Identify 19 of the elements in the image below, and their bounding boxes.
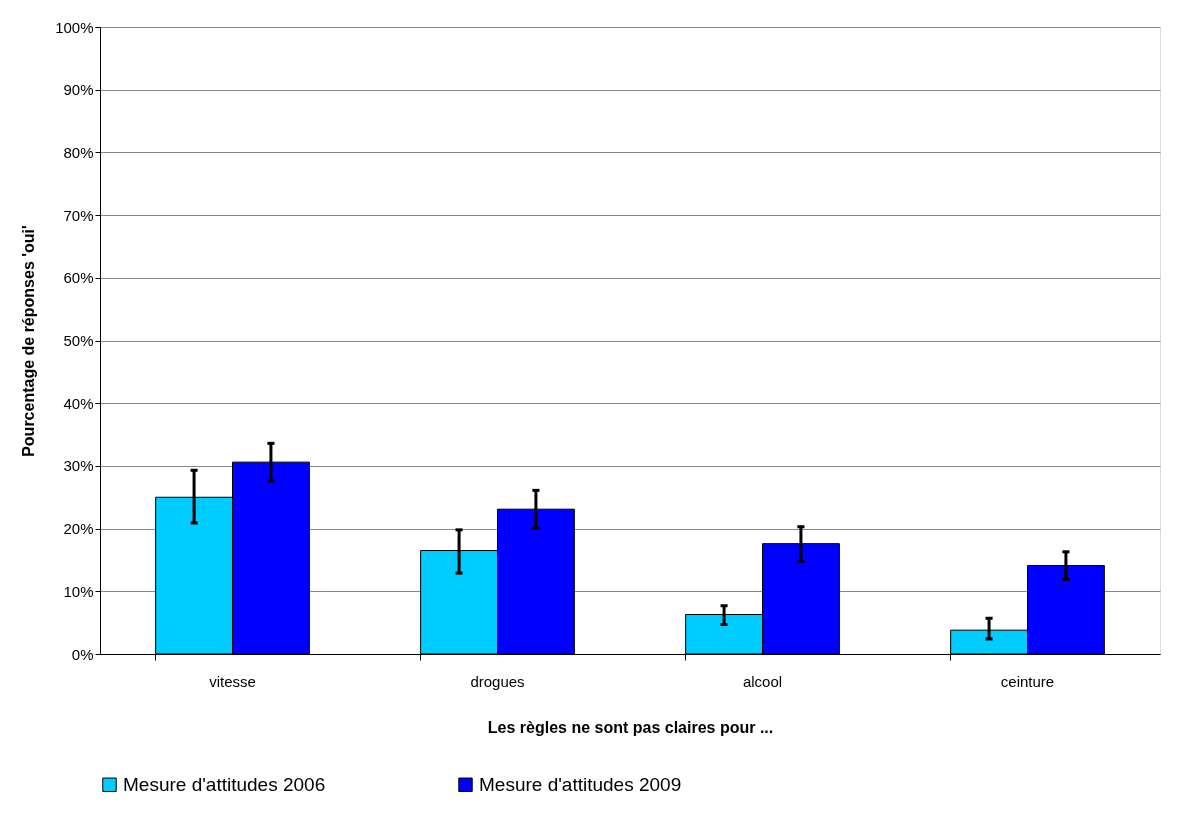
x-tick-label: vitesse [209, 672, 256, 690]
y-axis-title: Pourcentage de réponses 'oui' [20, 225, 38, 457]
legend-label: Mesure d'attitudes 2009 [479, 773, 682, 795]
y-tick-label: 90% [63, 81, 94, 99]
y-tick-label: 20% [63, 520, 94, 538]
y-tick-label: 70% [63, 206, 94, 224]
y-tick-label: 80% [63, 143, 94, 161]
y-tick-label: 60% [63, 269, 94, 287]
y-tick-label: 0% [71, 645, 94, 663]
x-tick-label: drogues [470, 672, 525, 690]
y-tick-label: 100% [55, 18, 94, 36]
x-tick-label: ceinture [1000, 672, 1055, 690]
legend-label: Mesure d'attitudes 2006 [123, 773, 326, 795]
y-tick-label: 10% [63, 582, 94, 600]
x-axis-title: Les règles ne sont pas claires pour ... [487, 718, 774, 736]
y-tick-label: 50% [63, 332, 94, 349]
x-tick-label: alcool [742, 672, 783, 690]
y-tick-label: 40% [63, 394, 94, 412]
y-tick-label: 30% [63, 457, 94, 475]
